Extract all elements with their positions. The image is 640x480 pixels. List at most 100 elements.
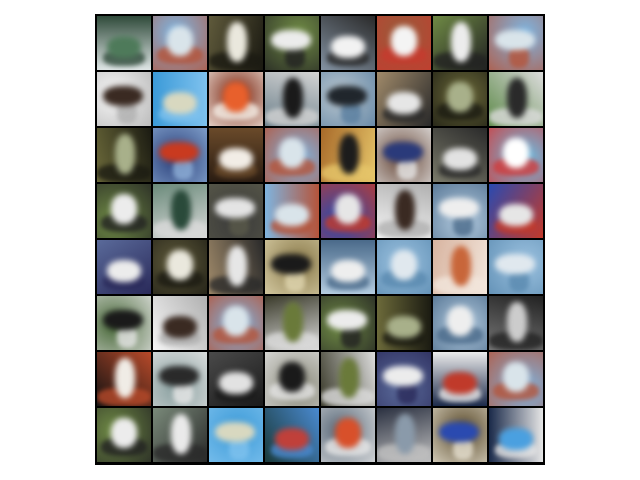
- sample-image-tile: [433, 352, 487, 406]
- image-blob: [331, 260, 365, 282]
- sample-image-tile: [321, 184, 375, 238]
- sample-image-tile: [433, 16, 487, 70]
- image-blob: [167, 250, 193, 280]
- image-blob: [395, 414, 415, 454]
- image-blob: [443, 148, 477, 170]
- image-blob: [503, 362, 529, 392]
- sample-image-tile: [377, 296, 431, 350]
- image-blob: [275, 428, 309, 450]
- sample-image-tile: [489, 128, 543, 182]
- image-blob: [447, 306, 473, 336]
- image-blob: [509, 270, 529, 292]
- image-blob: [495, 30, 535, 50]
- image-blob: [397, 158, 417, 180]
- image-blob: [229, 438, 249, 460]
- sample-image-tile: [265, 128, 319, 182]
- sample-image-tile: [265, 16, 319, 70]
- sample-image-tile: [97, 72, 151, 126]
- image-blob: [331, 36, 365, 58]
- image-blob: [115, 134, 135, 174]
- sample-image-tile: [433, 296, 487, 350]
- sample-image-tile: [209, 240, 263, 294]
- sample-image-tile: [433, 408, 487, 462]
- image-blob: [117, 326, 137, 348]
- image-blob: [107, 36, 141, 58]
- sample-image-tile: [377, 16, 431, 70]
- sample-image-tile: [377, 408, 431, 462]
- image-blob: [395, 190, 415, 230]
- image-blob: [103, 86, 143, 106]
- image-blob: [499, 204, 533, 226]
- sample-image-tile: [489, 72, 543, 126]
- image-blob: [163, 92, 197, 114]
- image-blob: [327, 86, 367, 106]
- image-blob: [507, 78, 527, 118]
- sample-image-tile: [97, 408, 151, 462]
- sample-image-tile: [321, 128, 375, 182]
- image-blob: [215, 198, 255, 218]
- image-blob: [335, 418, 361, 448]
- image-blob: [117, 102, 137, 124]
- image-blob: [503, 138, 529, 168]
- sample-image-tile: [433, 72, 487, 126]
- sample-image-tile: [97, 16, 151, 70]
- image-blob: [499, 428, 533, 450]
- sample-image-tile: [265, 72, 319, 126]
- sample-image-tile: [153, 296, 207, 350]
- sample-image-tile: [489, 240, 543, 294]
- sample-image-tile: [97, 128, 151, 182]
- image-blob: [453, 438, 473, 460]
- sample-image-tile: [433, 184, 487, 238]
- image-blob: [223, 82, 249, 112]
- image-blob: [227, 246, 247, 286]
- image-blob: [271, 30, 311, 50]
- sample-image-tile: [209, 352, 263, 406]
- image-blob: [115, 358, 135, 398]
- image-blob: [111, 194, 137, 224]
- image-blob: [285, 270, 305, 292]
- generated-samples-grid: [97, 16, 543, 463]
- image-blob: [387, 316, 421, 338]
- image-blob: [173, 382, 193, 404]
- sample-image-tile: [377, 240, 431, 294]
- image-blob: [341, 326, 361, 348]
- image-blob: [507, 302, 527, 342]
- image-blob: [443, 372, 477, 394]
- sample-image-tile: [321, 240, 375, 294]
- sample-image-tile: [377, 128, 431, 182]
- sample-image-tile: [209, 408, 263, 462]
- image-blob: [285, 46, 305, 68]
- sample-image-tile: [321, 352, 375, 406]
- sample-image-tile: [377, 352, 431, 406]
- image-blob: [439, 198, 479, 218]
- sample-image-tile: [153, 128, 207, 182]
- sample-image-tile: [209, 72, 263, 126]
- image-blob: [107, 260, 141, 282]
- sample-image-tile: [489, 352, 543, 406]
- image-blob: [171, 414, 191, 454]
- image-blob: [279, 362, 305, 392]
- sample-image-tile: [265, 240, 319, 294]
- sample-image-tile: [97, 296, 151, 350]
- image-blob: [111, 418, 137, 448]
- image-blob: [279, 138, 305, 168]
- sample-image-tile: [377, 72, 431, 126]
- sample-image-tile: [97, 184, 151, 238]
- sample-image-tile: [489, 16, 543, 70]
- sample-image-tile: [209, 128, 263, 182]
- sample-image-tile: [489, 296, 543, 350]
- sample-image-tile: [153, 408, 207, 462]
- sample-image-tile: [489, 408, 543, 462]
- sample-image-tile: [265, 352, 319, 406]
- sample-image-tile: [321, 296, 375, 350]
- image-blob: [283, 78, 303, 118]
- sample-image-tile: [153, 72, 207, 126]
- image-blob: [447, 82, 473, 112]
- sample-image-tile: [321, 16, 375, 70]
- image-blob: [391, 26, 417, 56]
- sample-image-tile: [97, 352, 151, 406]
- image-blob: [159, 366, 199, 386]
- image-blob: [383, 142, 423, 162]
- sample-image-tile: [489, 184, 543, 238]
- sample-image-tile: [153, 240, 207, 294]
